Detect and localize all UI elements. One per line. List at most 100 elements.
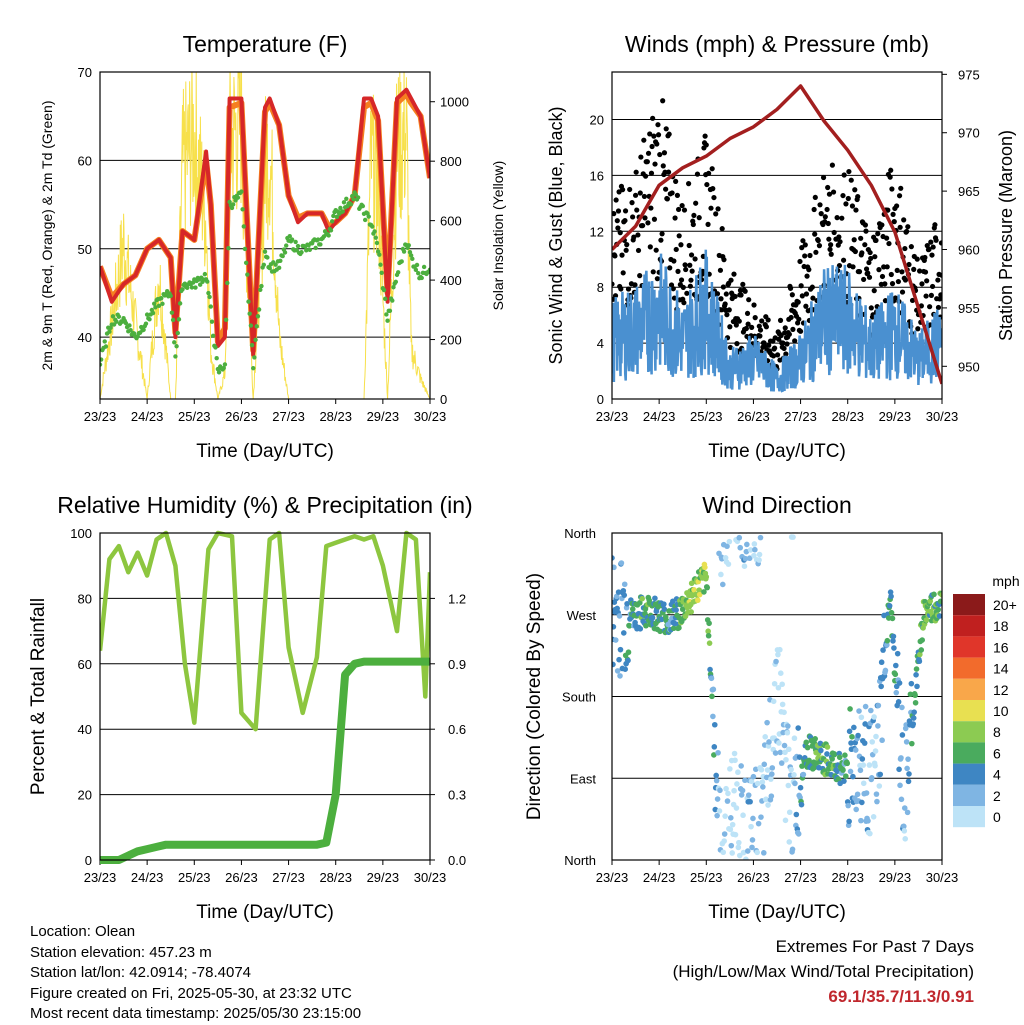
series-direction-point bbox=[673, 607, 679, 613]
series-direction-point bbox=[744, 848, 751, 854]
series-dewpoint-point bbox=[348, 202, 354, 207]
series-dewpoint-point bbox=[222, 362, 228, 367]
series-direction-point bbox=[731, 787, 737, 794]
legend-title: mph bbox=[992, 573, 1019, 589]
series-direction-point bbox=[752, 766, 759, 773]
series-dewpoint-point bbox=[393, 279, 399, 285]
series-direction-point bbox=[901, 823, 907, 830]
series-gust-point bbox=[765, 317, 771, 323]
series-direction-point bbox=[737, 544, 744, 551]
series-direction-point bbox=[759, 779, 766, 785]
series-direction-point bbox=[752, 546, 758, 553]
series-dewpoint-point bbox=[207, 294, 212, 300]
y2-axis-label-2: Station Pressure (Maroon) bbox=[996, 130, 1016, 341]
series-dewpoint-point bbox=[331, 213, 336, 219]
series-direction-point bbox=[850, 773, 856, 780]
series-gust-point bbox=[744, 310, 751, 317]
series-gust-point bbox=[826, 191, 833, 197]
series-gust-point bbox=[681, 300, 687, 306]
series-direction-point bbox=[717, 787, 723, 794]
series-gust-point bbox=[862, 222, 868, 228]
series-direction-point bbox=[899, 704, 905, 711]
series-direction-point bbox=[731, 750, 738, 757]
series-dewpoint-point bbox=[340, 209, 345, 214]
series-gust-point bbox=[930, 244, 936, 250]
x-axis-label-3: Time (Day/UTC) bbox=[196, 902, 334, 923]
series-gust-point bbox=[718, 296, 724, 302]
series-gust-point bbox=[674, 192, 681, 198]
series-gust-point bbox=[780, 340, 786, 346]
series-dewpoint-point bbox=[414, 262, 420, 268]
location-text: Location: Olean bbox=[30, 923, 136, 940]
series-gust-point bbox=[939, 272, 942, 278]
series-gust-point bbox=[654, 276, 660, 282]
series-gust-point bbox=[915, 326, 921, 332]
series-dewpoint-point bbox=[159, 295, 164, 301]
series-dewpoint-point bbox=[344, 196, 349, 201]
series-direction-point bbox=[858, 714, 865, 721]
series-gust-point bbox=[772, 345, 778, 351]
series-direction-point bbox=[734, 781, 740, 787]
series-gust-point bbox=[663, 186, 669, 192]
series-gust-point bbox=[811, 206, 817, 213]
series-group-3 bbox=[100, 530, 430, 864]
series-direction-point bbox=[715, 749, 721, 756]
series-direction-point bbox=[791, 772, 797, 778]
series-dewpoint-point bbox=[246, 299, 251, 304]
x-tick-label-4: 23/23 bbox=[596, 870, 629, 885]
series-direction-point bbox=[800, 771, 807, 778]
series-direction-point bbox=[844, 760, 851, 767]
series-gust-point bbox=[618, 286, 624, 292]
series-dewpoint-point bbox=[160, 301, 165, 307]
series-direction-point bbox=[772, 750, 779, 756]
series-direction-point bbox=[853, 806, 859, 813]
y-tick-label-1: 40 bbox=[78, 330, 92, 345]
series-direction-point bbox=[919, 637, 925, 643]
extremes-box: Extremes For Past 7 Days (High/Low/Max W… bbox=[673, 934, 974, 1009]
series-direction-point bbox=[793, 811, 800, 818]
y2-tick-label-2: 955 bbox=[958, 301, 980, 316]
series-dewpoint-point bbox=[102, 339, 107, 344]
series-dewpoint-point bbox=[282, 250, 288, 255]
series-direction-point bbox=[847, 768, 854, 775]
series-direction-point bbox=[863, 790, 870, 796]
series-direction-point bbox=[713, 777, 720, 784]
series-direction-point bbox=[762, 734, 769, 740]
series-gust-point bbox=[812, 194, 818, 201]
series-direction-point bbox=[749, 844, 755, 851]
series-gust-point bbox=[641, 137, 647, 143]
series-gust-point bbox=[928, 292, 934, 298]
series-gust-point bbox=[894, 203, 900, 209]
series-direction-point bbox=[765, 802, 771, 808]
series-dewpoint-point bbox=[390, 298, 395, 303]
series-gust-point bbox=[827, 246, 833, 252]
y2-tick-label-1: 600 bbox=[440, 214, 462, 229]
series-gust-point bbox=[665, 169, 672, 175]
legend-label: 0 bbox=[993, 809, 1001, 825]
series-group-1 bbox=[100, 72, 430, 399]
series-gust-point bbox=[633, 169, 639, 175]
x-tick-label-2: 26/23 bbox=[737, 409, 770, 424]
series-gust-point bbox=[933, 237, 939, 243]
series-direction-point bbox=[874, 798, 880, 805]
series-gust-point bbox=[917, 268, 923, 274]
series-gust-point bbox=[678, 242, 684, 248]
series-gust-point bbox=[799, 245, 805, 251]
series-dewpoint-point bbox=[227, 199, 232, 205]
series-gust-point bbox=[897, 224, 903, 230]
series-gust-point bbox=[824, 206, 830, 213]
series-direction-point bbox=[868, 775, 875, 781]
series-dewpoint-point bbox=[189, 285, 195, 290]
legend-swatch bbox=[953, 636, 985, 658]
series-direction-point bbox=[852, 747, 859, 753]
series-gust-point bbox=[901, 217, 907, 223]
series-gust-point bbox=[929, 283, 936, 290]
legend-label: 8 bbox=[993, 724, 1001, 740]
series-direction-point bbox=[893, 689, 900, 696]
y-tick-label-2: 0 bbox=[597, 392, 604, 407]
series-gust-point bbox=[776, 336, 782, 342]
x-tick-label-1: 29/23 bbox=[367, 409, 400, 424]
series-gust-point bbox=[890, 211, 896, 217]
series-dewpoint-point bbox=[401, 249, 407, 254]
series-gust-point bbox=[648, 170, 655, 176]
